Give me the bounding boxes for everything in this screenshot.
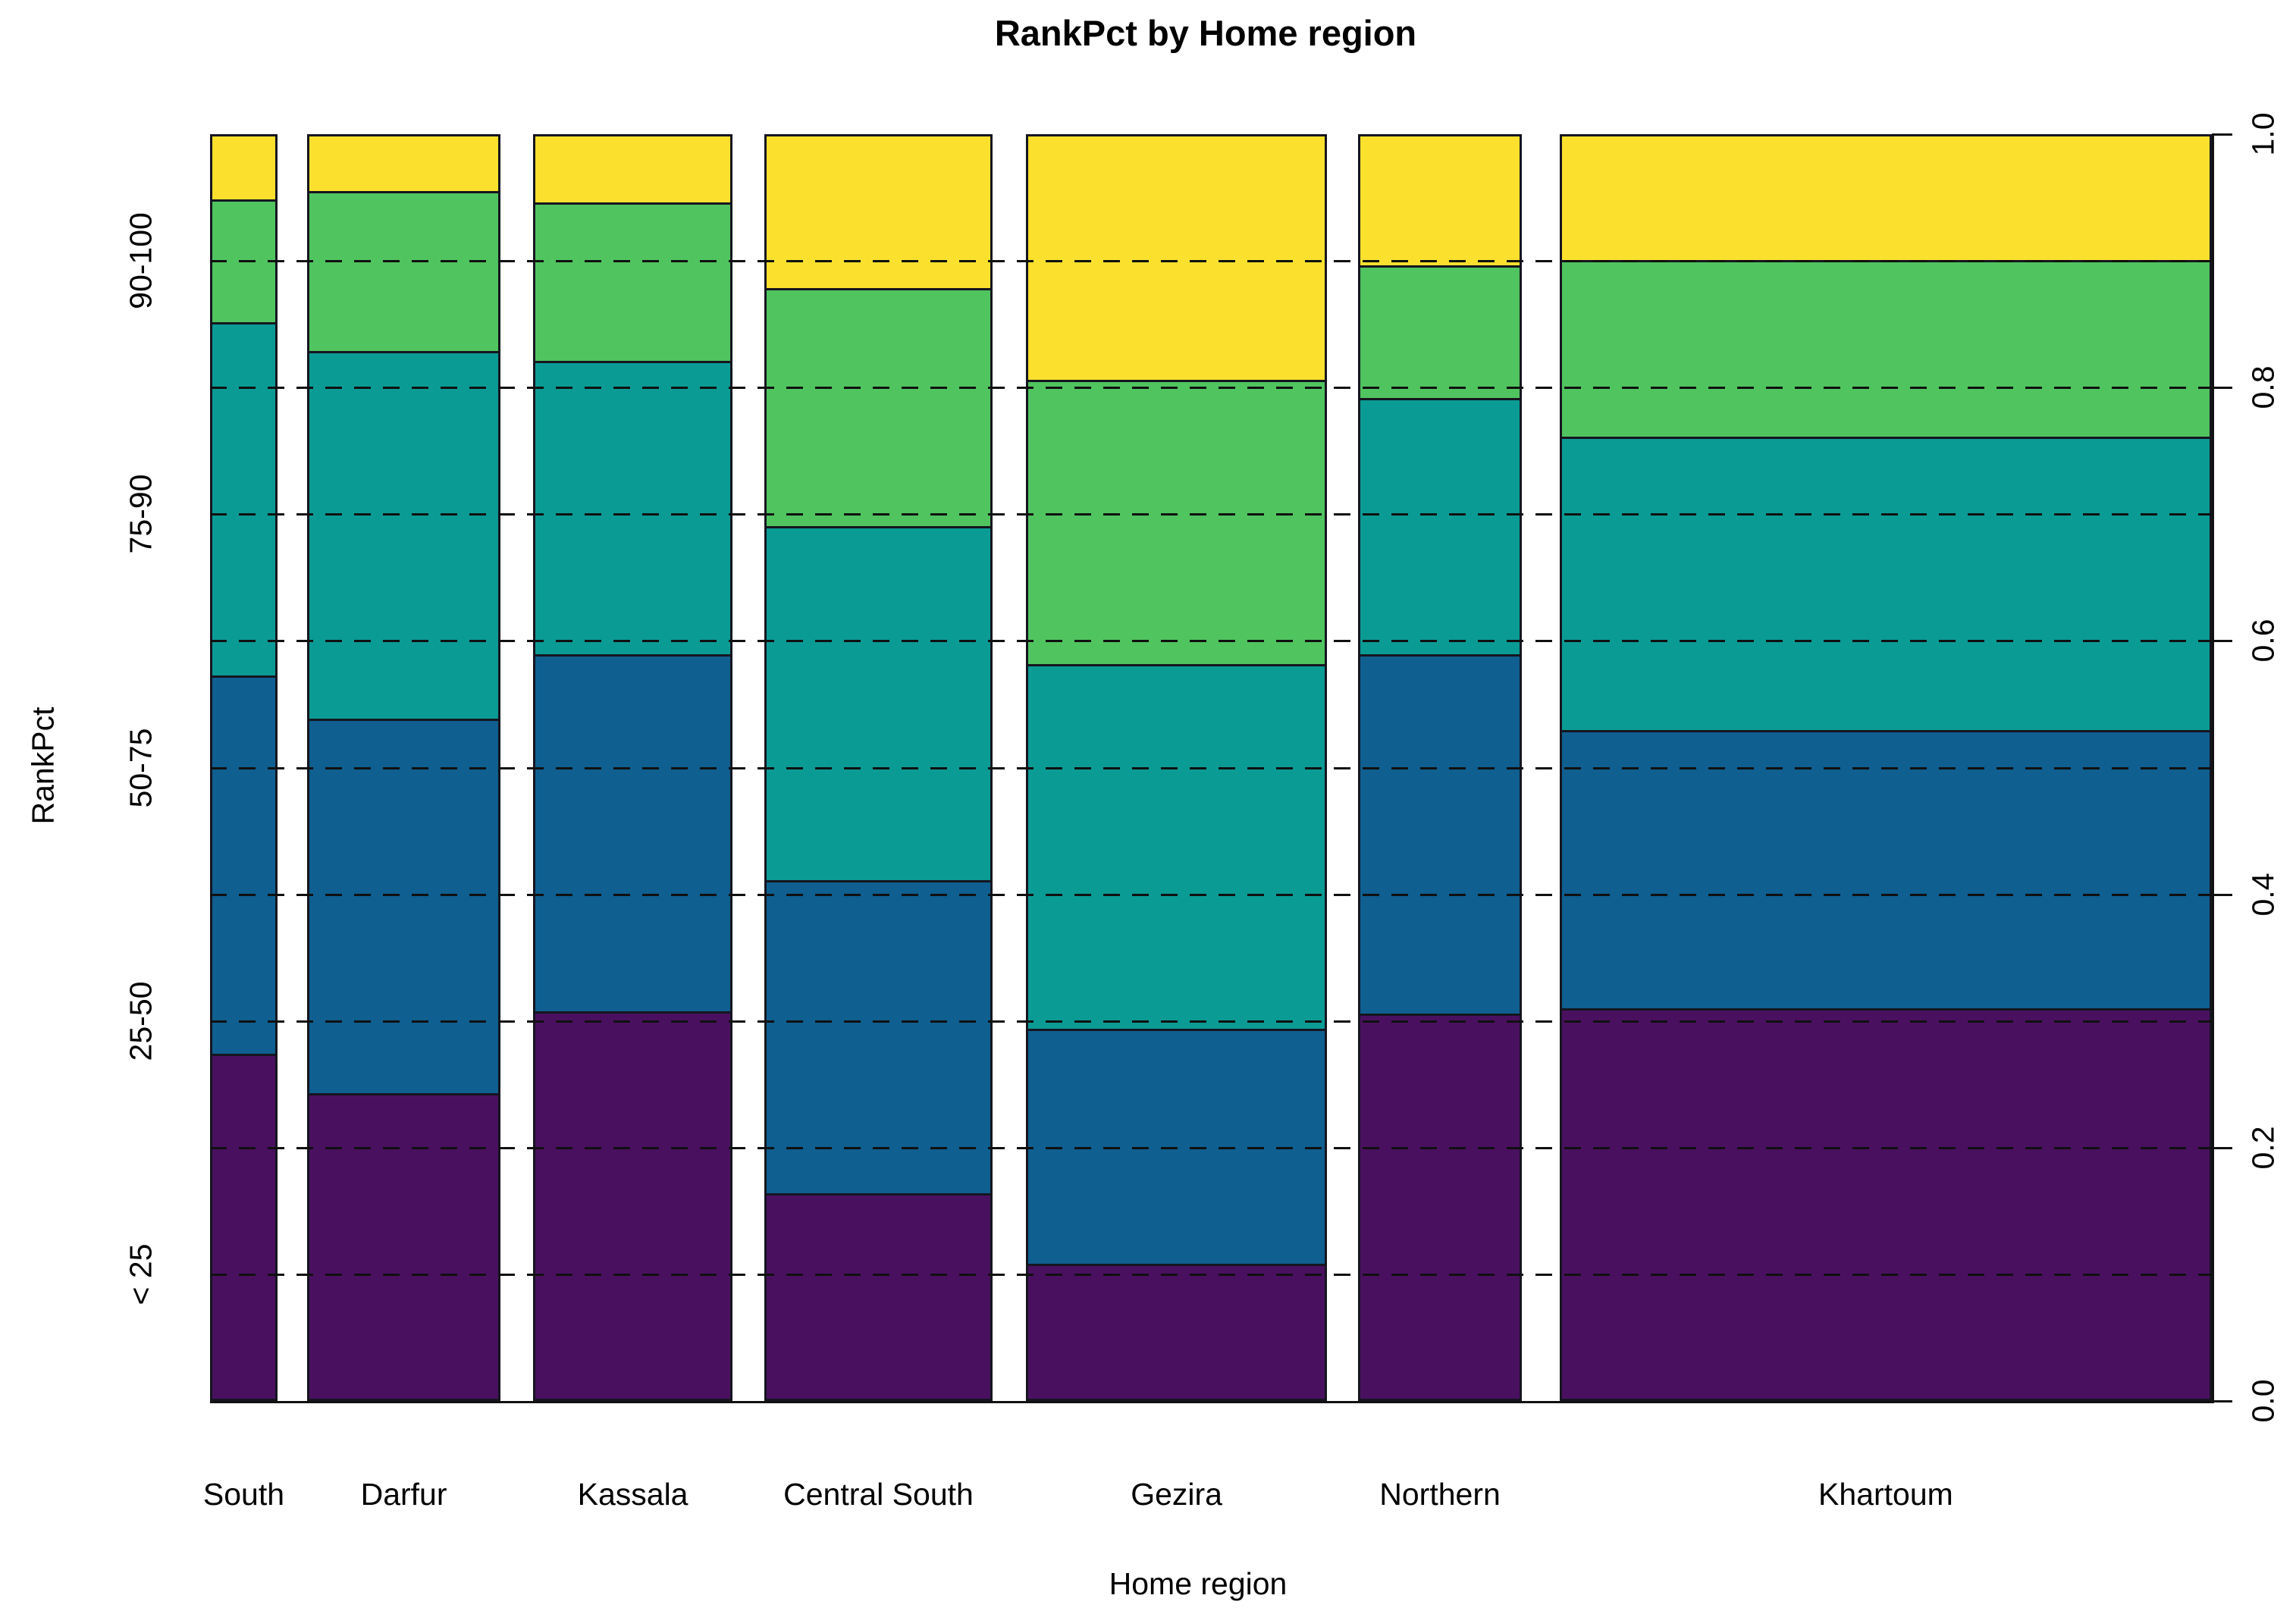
segment-75-90-gezira	[1028, 380, 1325, 664]
x-tick-label-northern: Northern	[1379, 1477, 1501, 1512]
segment-50-75-kassala	[535, 361, 731, 654]
y-category-label-75-90: 75-90	[123, 474, 158, 554]
segment-25-northern	[1360, 1014, 1520, 1399]
bar-khartoum	[1559, 134, 2212, 1401]
x-tick-label-south: South	[202, 1477, 285, 1512]
x-tick-label-gezira: Gezira	[1131, 1477, 1222, 1512]
segment-25-50-kassala	[535, 653, 731, 1011]
bar-south	[210, 134, 278, 1401]
segment-50-75-khartoum	[1561, 437, 2210, 730]
segment-75-90-kassala	[535, 202, 731, 362]
right-tick-label-0.8: 0.8	[2245, 365, 2281, 409]
segment-25-khartoum	[1561, 1008, 2210, 1399]
bar-kassala	[533, 134, 733, 1401]
bar-northern	[1358, 134, 1522, 1401]
right-tick-0.0	[2212, 1400, 2232, 1402]
right-tick-0.2	[2212, 1146, 2232, 1149]
y-category-label-25: < 25	[123, 1243, 158, 1305]
right-tick-label-1.0: 1.0	[2245, 112, 2281, 156]
right-tick-label-0.0: 0.0	[2245, 1379, 2281, 1423]
x-tick-label-kassala: Kassala	[577, 1477, 688, 1512]
segment-90-100-khartoum	[1561, 136, 2210, 261]
y-category-label-25-50: 25-50	[123, 981, 158, 1061]
right-tick-label-0.4: 0.4	[2245, 873, 2281, 917]
segment-75-90-northern	[1360, 265, 1520, 398]
segment-50-75-south	[212, 321, 275, 675]
segment-90-100-northern	[1360, 136, 1520, 265]
segment-90-100-central-south	[767, 136, 990, 288]
right-tick-0.4	[2212, 893, 2232, 896]
segment-25-50-khartoum	[1561, 729, 2210, 1009]
x-tick-label-central-south: Central South	[783, 1477, 974, 1512]
segment-25-50-central-south	[767, 879, 990, 1193]
y-category-label-90-100: 90-100	[123, 212, 158, 309]
segment-25-central-south	[767, 1192, 990, 1399]
segment-90-100-darfur	[309, 136, 499, 191]
segment-25-south	[212, 1054, 275, 1399]
y-axis-title: RankPct	[25, 707, 61, 825]
x-axis-line	[210, 1401, 2214, 1403]
right-tick-0.6	[2212, 640, 2232, 643]
segment-25-50-gezira	[1028, 1029, 1325, 1264]
right-tick-0.8	[2212, 387, 2232, 390]
bar-darfur	[307, 134, 501, 1401]
bar-central-south	[764, 134, 993, 1401]
segment-75-90-south	[212, 199, 275, 322]
segment-90-100-south	[212, 136, 275, 200]
right-tick-label-0.6: 0.6	[2245, 619, 2281, 663]
segment-50-75-northern	[1360, 397, 1520, 654]
x-tick-label-khartoum: Khartoum	[1818, 1477, 1953, 1512]
segment-25-50-northern	[1360, 653, 1520, 1014]
chart-title: RankPct by Home region	[994, 13, 1417, 53]
segment-25-gezira	[1028, 1263, 1325, 1399]
segment-90-100-kassala	[535, 136, 731, 202]
segment-50-75-central-south	[767, 526, 990, 880]
segment-50-75-darfur	[309, 351, 499, 719]
segment-75-90-darfur	[309, 190, 499, 352]
x-axis-title: Home region	[1109, 1566, 1288, 1601]
segment-50-75-gezira	[1028, 663, 1325, 1030]
segment-75-90-khartoum	[1561, 260, 2210, 437]
y-axis-line-right	[2212, 134, 2214, 1403]
segment-90-100-gezira	[1028, 136, 1325, 381]
right-tick-1.0	[2212, 133, 2232, 136]
bar-gezira	[1026, 134, 1328, 1401]
segment-25-darfur	[309, 1093, 499, 1399]
segment-25-50-darfur	[309, 718, 499, 1094]
segment-25-kassala	[535, 1011, 731, 1399]
right-tick-label-0.2: 0.2	[2245, 1126, 2281, 1170]
segment-75-90-central-south	[767, 287, 990, 527]
segment-25-50-south	[212, 675, 275, 1055]
x-tick-label-darfur: Darfur	[360, 1477, 447, 1512]
y-category-label-50-75: 50-75	[123, 728, 158, 807]
